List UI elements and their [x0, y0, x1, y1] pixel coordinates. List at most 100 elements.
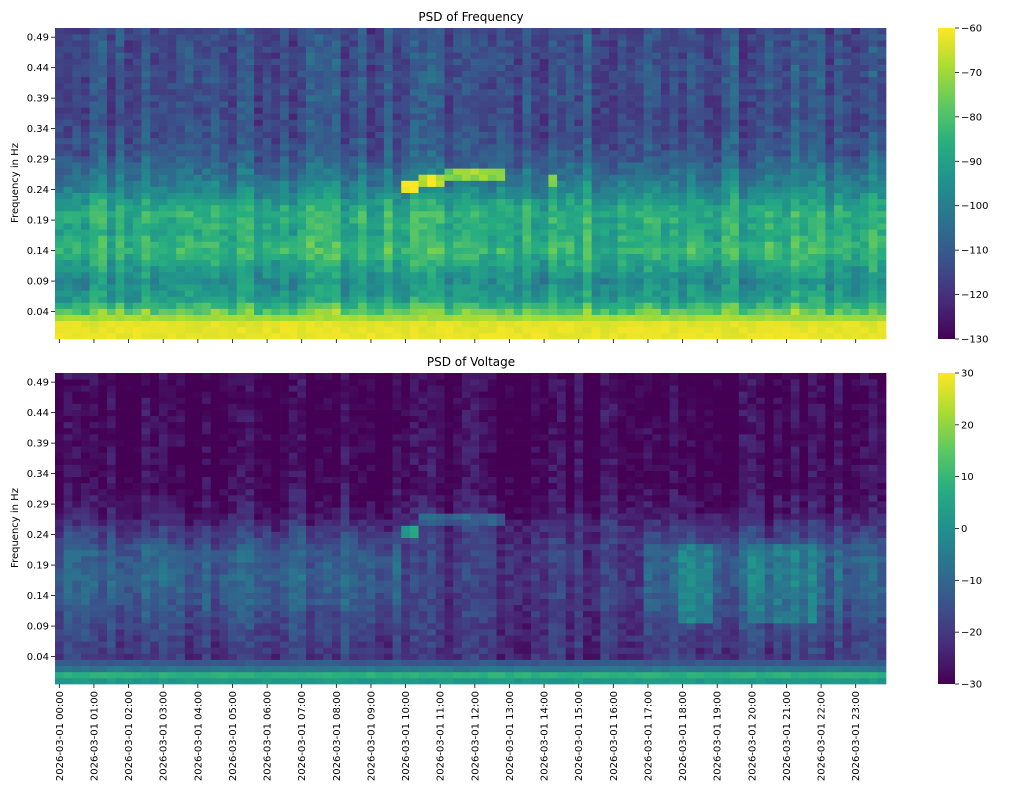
heatmap-cell [704, 253, 714, 261]
heatmap-cell [522, 46, 532, 53]
heatmap-cell [383, 156, 393, 163]
heatmap-cell [409, 290, 419, 297]
heatmap-cell [115, 168, 125, 175]
heatmap-cell [271, 82, 281, 90]
heatmap-cell [132, 95, 142, 102]
heatmap-cell [141, 265, 151, 273]
heatmap-cell [141, 332, 151, 340]
heatmap-cell [202, 131, 212, 139]
heatmap-cell [548, 247, 558, 254]
heatmap-cell [409, 302, 419, 309]
heatmap-cell [764, 259, 774, 267]
heatmap-cell [297, 107, 307, 114]
heatmap-cell [63, 119, 73, 126]
heatmap-cell [254, 107, 264, 114]
heatmap-cell [634, 241, 644, 248]
heatmap-cell [738, 168, 748, 175]
heatmap-cell [262, 180, 272, 187]
heatmap-cell [167, 332, 177, 340]
heatmap-cell [55, 241, 65, 248]
heatmap-cell [375, 174, 385, 181]
heatmap-cell [418, 247, 428, 254]
heatmap-cell [816, 46, 826, 53]
heatmap-cell [660, 162, 670, 169]
heatmap-cell [851, 253, 861, 261]
heatmap-cell [72, 137, 82, 145]
heatmap-cell [254, 95, 264, 102]
heatmap-cell [678, 174, 688, 181]
heatmap-cell [55, 537, 65, 545]
heatmap-cell [202, 223, 212, 230]
heatmap-cell [738, 210, 748, 218]
heatmap-cell [392, 70, 402, 78]
heatmap-cell [565, 265, 575, 273]
heatmap-cell [565, 64, 575, 72]
heatmap-cell [808, 174, 818, 181]
heatmap-cell [323, 247, 333, 254]
heatmap-cell [704, 210, 714, 218]
heatmap-cell [219, 174, 229, 181]
heatmap-cell [98, 253, 108, 261]
heatmap-cell [764, 125, 774, 133]
heatmap-cell [851, 259, 861, 267]
heatmap-cell [245, 149, 255, 157]
heatmap-cell [721, 314, 731, 322]
heatmap-cell [764, 229, 774, 236]
heatmap-cell [184, 217, 194, 224]
heatmap-cell [652, 76, 662, 84]
heatmap-cell [669, 217, 679, 224]
heatmap-cell [55, 58, 65, 65]
heatmap-cell [773, 76, 783, 84]
heatmap-cell [643, 326, 653, 334]
heatmap-cell [366, 113, 376, 120]
heatmap-cell [366, 88, 376, 96]
heatmap-cell [669, 247, 679, 254]
heatmap-cell [332, 229, 342, 236]
heatmap-cell [401, 174, 411, 181]
heatmap-cell [80, 198, 90, 206]
heatmap-cell [461, 149, 471, 157]
heatmap-cell [115, 308, 125, 315]
heatmap-cell [55, 326, 65, 334]
heatmap-cell [80, 229, 90, 236]
heatmap-cell [314, 168, 324, 175]
heatmap-cell [877, 198, 887, 206]
heatmap-cell [721, 58, 731, 65]
heatmap-cell [799, 186, 809, 193]
heatmap-cell [816, 265, 826, 273]
heatmap-cell [548, 198, 558, 206]
heatmap-cell [63, 149, 73, 157]
heatmap-cell [461, 320, 471, 328]
heatmap-cell [773, 52, 783, 59]
heatmap-cell [816, 70, 826, 78]
heatmap-cell [280, 107, 290, 114]
heatmap-cell [150, 332, 160, 340]
heatmap-cell [236, 284, 246, 291]
heatmap-cell [340, 302, 350, 309]
heatmap-cell [522, 88, 532, 96]
heatmap-cell [756, 34, 766, 41]
heatmap-cell [868, 137, 878, 145]
heatmap-cell [323, 107, 333, 114]
heatmap-cell [193, 107, 203, 114]
heatmap-cell [167, 168, 177, 175]
heatmap-cell [652, 296, 662, 303]
heatmap-cell [626, 229, 636, 236]
heatmap-cell [366, 162, 376, 169]
heatmap-cell [764, 210, 774, 218]
heatmap-cell [55, 76, 65, 84]
heatmap-cell [409, 326, 419, 334]
heatmap-cell [851, 95, 861, 102]
heatmap-cell [63, 125, 73, 133]
heatmap-cell [609, 76, 619, 84]
heatmap-cell [652, 131, 662, 139]
heatmap-cell [851, 101, 861, 108]
heatmap-cell [513, 156, 523, 163]
heatmap-cell [72, 314, 82, 322]
heatmap-cell [634, 332, 644, 340]
heatmap-cell [210, 296, 220, 303]
heatmap-cell [505, 290, 515, 297]
heatmap-cell [548, 284, 558, 291]
heatmap-cell [219, 302, 229, 309]
heatmap-cell [695, 88, 705, 96]
